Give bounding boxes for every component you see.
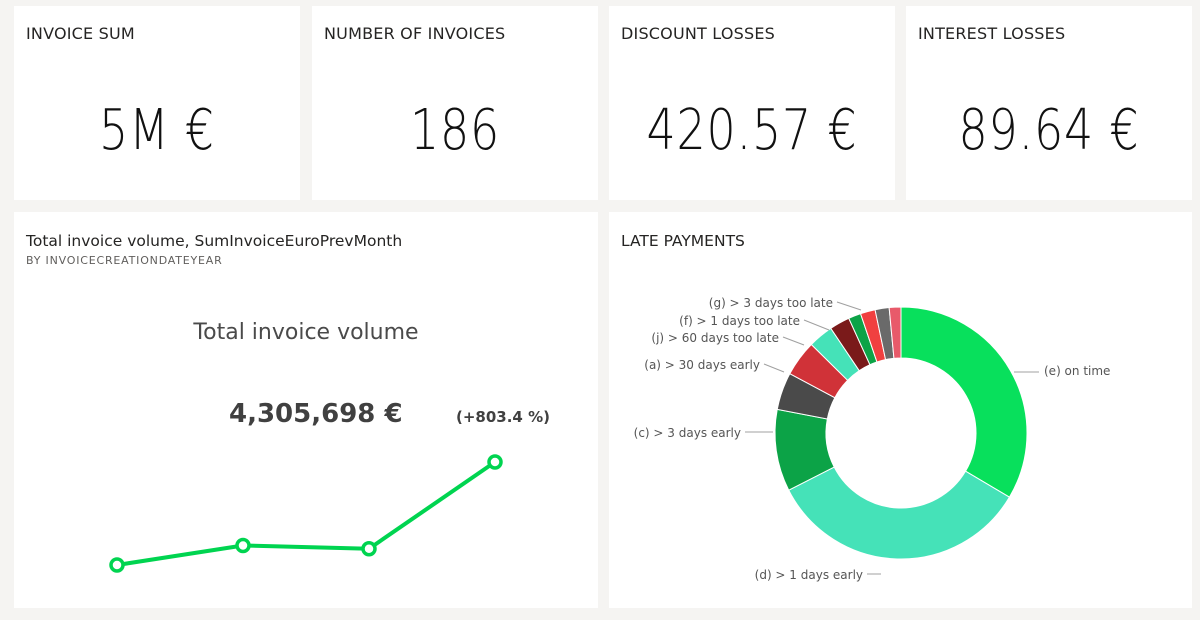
- donut-slice[interactable]: [788, 466, 1011, 560]
- slice-leader-line: [836, 301, 862, 311]
- slice-leader-line: [763, 363, 785, 373]
- data-point[interactable]: [361, 540, 377, 557]
- kpi-change: (+803.4 %): [456, 408, 550, 426]
- kpi-card-discount-losses: DISCOUNT LOSSES 420.57 €: [609, 6, 895, 200]
- slice-label: (a) > 30 days early: [644, 358, 760, 372]
- data-point[interactable]: [235, 537, 251, 554]
- kpi-value: 89.64 €: [958, 98, 1140, 163]
- series-line: [116, 460, 497, 567]
- kpi-title: INVOICE SUM: [26, 24, 135, 43]
- chart-title: LATE PAYMENTS: [621, 232, 745, 250]
- slice-label: (e) on time: [1044, 364, 1110, 378]
- kpi-label: Total invoice volume: [193, 320, 419, 345]
- chart-subtitle: BY INVOICECREATIONDATEYEAR: [26, 254, 223, 267]
- kpi-value: 186: [409, 98, 501, 163]
- data-point[interactable]: [487, 454, 503, 470]
- slice-label: (g) > 3 days too late: [709, 296, 833, 310]
- invoice-volume-card[interactable]: Total invoice volume, SumInvoiceEuroPrev…: [14, 212, 598, 608]
- late-payments-donut-chart[interactable]: (e) on time (d) > 1 days early (c) > 3 day…: [609, 212, 1192, 608]
- kpi-title: NUMBER OF INVOICES: [324, 24, 506, 43]
- kpi-card-interest-losses: INTEREST LOSSES 89.64 €: [906, 6, 1192, 200]
- kpi-title: DISCOUNT LOSSES: [621, 24, 776, 43]
- kpi-value: 420.57 €: [646, 98, 858, 163]
- kpi-value: 5M €: [99, 98, 215, 163]
- slice-label: (d) > 1 days early: [755, 568, 863, 582]
- chart-title: Total invoice volume, SumInvoiceEuroPrev…: [26, 232, 403, 250]
- slice-leader-line: [782, 336, 805, 346]
- slice-leader-line: [803, 319, 830, 331]
- kpi-card-number-of-invoices: NUMBER OF INVOICES 186: [312, 6, 598, 200]
- donut-slice[interactable]: [900, 306, 1028, 498]
- data-point[interactable]: [109, 557, 125, 573]
- slice-label: (f) > 1 days too late: [679, 314, 800, 328]
- kpi-card-invoice-sum: INVOICE SUM 5M €: [14, 6, 300, 200]
- kpi-number: 4,305,698 €: [229, 399, 403, 429]
- slice-label: (j) > 60 days too late: [651, 331, 779, 345]
- kpi-title: INTEREST LOSSES: [918, 24, 1066, 43]
- donut-slice[interactable]: [888, 306, 902, 359]
- slice-label: (c) > 3 days early: [634, 426, 741, 440]
- late-payments-card[interactable]: LATE PAYMENTS (e) on time (d) > 1 days ea…: [609, 212, 1192, 608]
